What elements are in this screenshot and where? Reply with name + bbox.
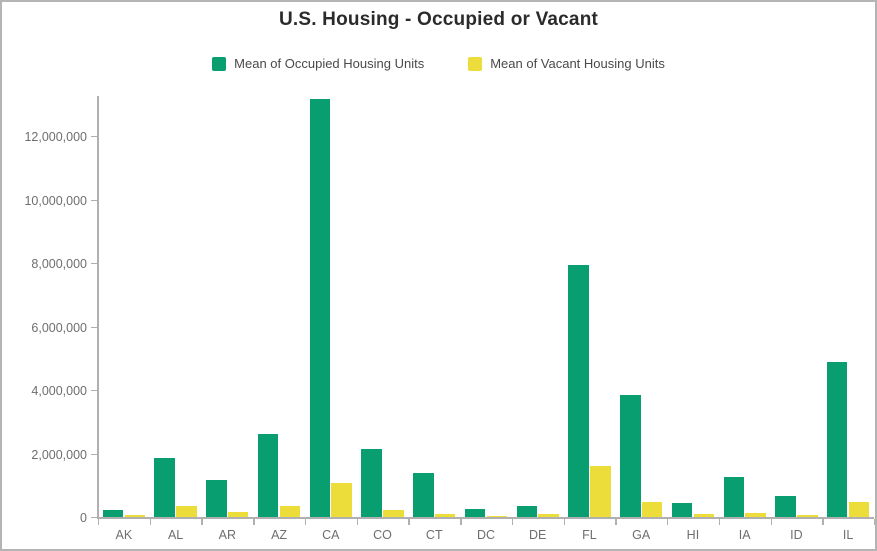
bar-occupied-FL[interactable]: [568, 264, 589, 517]
x-axis-tick: [615, 519, 617, 525]
x-axis-label-AR: AR: [218, 528, 237, 542]
x-axis-label-CA: CA: [322, 528, 340, 542]
x-axis-label-FL: FL: [582, 528, 597, 542]
x-axis-label-ID: ID: [790, 528, 803, 542]
x-axis-label-DE: DE: [529, 528, 547, 542]
legend-label-occupied: Mean of Occupied Housing Units: [234, 56, 425, 71]
x-axis-tick: [874, 519, 875, 525]
bar-vacant-CA[interactable]: [331, 482, 352, 517]
y-axis-tick: [91, 263, 97, 265]
y-axis-label: 6,000,000: [31, 320, 87, 335]
x-axis-label-IL: IL: [842, 528, 854, 542]
y-axis-label: 10,000,000: [24, 193, 87, 208]
x-axis-label-DC: DC: [476, 528, 496, 542]
bar-occupied-DC[interactable]: [464, 508, 486, 517]
x-axis-label-AZ: AZ: [271, 528, 288, 542]
bar-vacant-GA[interactable]: [641, 502, 663, 517]
legend-item-occupied[interactable]: Mean of Occupied Housing Units: [212, 56, 424, 71]
x-axis-tick: [822, 519, 824, 525]
bar-occupied-IL[interactable]: [826, 362, 848, 517]
bar-vacant-AL[interactable]: [176, 506, 197, 517]
x-axis-label-AL: AL: [167, 528, 184, 542]
y-axis-tick: [91, 136, 97, 138]
bar-vacant-HI[interactable]: [693, 514, 715, 517]
bar-vacant-AZ[interactable]: [279, 505, 301, 517]
x-axis-tick: [408, 519, 410, 525]
x-axis-tick: [149, 519, 152, 525]
bar-occupied-DE[interactable]: [516, 506, 538, 517]
bar-vacant-ID[interactable]: [797, 514, 818, 517]
bar-occupied-AR[interactable]: [206, 480, 227, 517]
bar-occupied-HI[interactable]: [671, 503, 693, 517]
bar-occupied-ID[interactable]: [775, 496, 796, 517]
bar-vacant-IL[interactable]: [848, 502, 870, 517]
y-axis-tick: [91, 199, 97, 201]
x-axis-label-AK: AK: [115, 528, 133, 542]
bar-vacant-AR[interactable]: [227, 511, 249, 517]
y-axis-label: 0: [80, 511, 87, 525]
bar-occupied-CA[interactable]: [309, 99, 331, 517]
bar-occupied-AL[interactable]: [154, 457, 175, 517]
y-axis-tick: [91, 326, 97, 328]
y-axis-label: 4,000,000: [31, 384, 87, 398]
x-axis-label-CO: CO: [373, 528, 392, 542]
y-axis-tick: [91, 453, 97, 455]
legend-item-vacant[interactable]: Mean of Vacant Housing Units: [468, 56, 665, 71]
bar-occupied-GA[interactable]: [620, 395, 641, 517]
x-axis-tick: [667, 519, 669, 525]
y-axis-label: 2,000,000: [31, 447, 87, 462]
bar-vacant-AK[interactable]: [124, 515, 146, 517]
y-axis-tick: [91, 517, 97, 519]
x-axis-label-CT: CT: [425, 528, 443, 542]
x-axis-tick: [201, 519, 203, 525]
vacant-swatch-icon: [468, 56, 483, 71]
bar-vacant-CT[interactable]: [434, 513, 456, 517]
occupied-swatch-icon: [212, 56, 227, 71]
bar-vacant-DE[interactable]: [538, 513, 559, 517]
x-axis-tick: [253, 519, 255, 525]
x-axis-tick: [304, 519, 307, 525]
bar-occupied-CO[interactable]: [361, 449, 382, 517]
x-axis-tick: [770, 519, 772, 525]
x-axis-tick: [511, 519, 514, 525]
x-axis-tick: [98, 519, 100, 525]
bar-vacant-DC[interactable]: [486, 515, 508, 517]
bar-occupied-AZ[interactable]: [257, 433, 279, 517]
x-axis-tick: [356, 519, 359, 525]
bar-occupied-AK[interactable]: [102, 509, 124, 517]
x-axis-label-IA: IA: [738, 528, 751, 542]
y-axis-line: [97, 96, 99, 519]
bar-occupied-CT[interactable]: [413, 473, 434, 517]
chart-title: U.S. Housing - Occupied or Vacant: [278, 9, 599, 30]
y-axis-tick: [91, 390, 97, 392]
x-axis-tick: [460, 519, 462, 525]
x-axis-tick: [563, 519, 565, 525]
legend-label-vacant: Mean of Vacant Housing Units: [490, 56, 665, 71]
legend: Mean of Occupied Housing Units Mean of V…: [2, 56, 875, 71]
bar-vacant-CO[interactable]: [383, 510, 404, 517]
bar-vacant-IA[interactable]: [745, 513, 766, 517]
x-axis-label-GA: GA: [632, 528, 651, 542]
x-axis-label-HI: HI: [686, 528, 700, 542]
bar-vacant-FL[interactable]: [590, 466, 611, 517]
x-axis-tick: [718, 519, 721, 525]
y-axis-label: 12,000,000: [24, 130, 87, 144]
x-axis-line: [97, 517, 874, 519]
y-axis-label: 8,000,000: [31, 257, 87, 271]
bar-occupied-IA[interactable]: [723, 476, 745, 517]
